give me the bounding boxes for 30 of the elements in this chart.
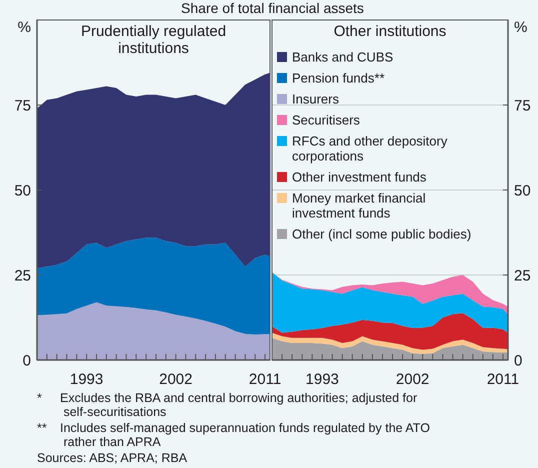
y-axis-title: % (18, 19, 31, 36)
legend-label: Money market financial investment funds (292, 190, 426, 221)
legend-label: RFCs and other depository corporations (292, 134, 448, 164)
y-tick-label: 25 (514, 267, 531, 284)
source-note: Sources: ABS; APRA; RBA (37, 451, 188, 465)
legend-label: Pension funds** (292, 70, 385, 86)
y-tick-label: 0 (514, 352, 522, 370)
chart-subtitle: Share of total financial assets (181, 0, 364, 16)
text: * Excludes the RBA and central borrowing authorities; adjusted for self-securitisations (37, 391, 418, 419)
x-tick-label: 2002 (159, 371, 192, 388)
legend-label: Other investment funds (292, 170, 427, 185)
x-tick-label: 2011 (486, 371, 520, 388)
y-tick-label: 25 (14, 267, 31, 284)
y-tick-label: 50 (514, 182, 531, 200)
y-tick-label: 75 (514, 97, 531, 114)
y-axis-title: % (514, 19, 528, 36)
chart-title: Other institutions (334, 23, 446, 40)
y-tick-label: 75 (14, 97, 31, 114)
legend-label: Securitisers (292, 112, 360, 128)
x-tick-label: 1993 (70, 371, 104, 388)
legend-label: Insurers (292, 92, 340, 107)
x-tick-label: 2002 (396, 371, 430, 388)
legend-label: Other (incl some public bodies) (292, 226, 472, 242)
x-tick-label: 1993 (306, 371, 339, 388)
y-tick-label: 50 (14, 182, 31, 200)
legend-label: Banks and CUBS (292, 50, 394, 65)
x-tick-label: 2011 (248, 371, 282, 388)
text: ** Includes self-managed superannuation funds regulated by the ATO rather than APRA (37, 421, 430, 449)
text: Prudentially regulated institutions (80, 23, 226, 57)
y-tick-label: 0 (22, 352, 31, 370)
